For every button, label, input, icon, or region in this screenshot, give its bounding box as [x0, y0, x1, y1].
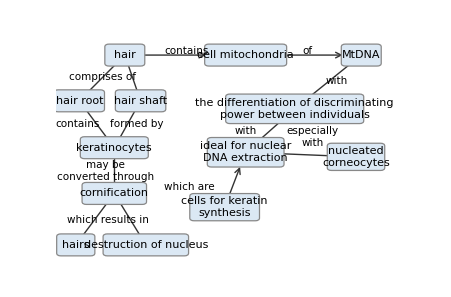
FancyBboxPatch shape: [105, 44, 144, 66]
Text: ideal for nuclear
DNA extraction: ideal for nuclear DNA extraction: [199, 141, 291, 163]
FancyBboxPatch shape: [115, 90, 166, 112]
Text: the differentiation of discriminating
power between individuals: the differentiation of discriminating po…: [195, 98, 393, 120]
FancyBboxPatch shape: [207, 138, 283, 167]
Text: cells for keratin
synthesis: cells for keratin synthesis: [181, 196, 267, 218]
Text: may be
converted through: may be converted through: [57, 160, 154, 182]
Text: hair shaft: hair shaft: [114, 96, 167, 106]
Text: cornification: cornification: [80, 188, 148, 198]
Text: keratinocytes: keratinocytes: [76, 143, 152, 153]
FancyBboxPatch shape: [56, 234, 95, 256]
Text: contains: contains: [55, 119, 100, 129]
FancyBboxPatch shape: [54, 90, 104, 112]
FancyBboxPatch shape: [204, 44, 286, 66]
Text: comprises of: comprises of: [69, 72, 135, 82]
Text: destruction of nucleus: destruction of nucleus: [83, 240, 207, 250]
FancyBboxPatch shape: [82, 182, 146, 204]
Text: contains: contains: [164, 45, 208, 56]
FancyBboxPatch shape: [189, 194, 259, 221]
FancyBboxPatch shape: [80, 137, 148, 159]
Text: cell mitochondria: cell mitochondria: [197, 50, 294, 60]
FancyBboxPatch shape: [103, 234, 188, 256]
Text: with: with: [234, 126, 256, 135]
Text: formed by: formed by: [110, 119, 163, 129]
Text: of: of: [301, 45, 311, 56]
Text: which are: which are: [164, 181, 215, 192]
Text: which results in: which results in: [67, 215, 149, 225]
Text: nucleated
corneocytes: nucleated corneocytes: [322, 146, 389, 168]
FancyBboxPatch shape: [225, 94, 363, 124]
Text: hair: hair: [114, 50, 135, 60]
FancyBboxPatch shape: [341, 44, 380, 66]
Text: especially
with: especially with: [285, 126, 337, 148]
Text: with: with: [325, 76, 347, 86]
FancyBboxPatch shape: [327, 143, 384, 170]
Text: MtDNA: MtDNA: [341, 50, 380, 60]
Text: hair root: hair root: [55, 96, 103, 106]
Text: hairs: hairs: [62, 240, 89, 250]
